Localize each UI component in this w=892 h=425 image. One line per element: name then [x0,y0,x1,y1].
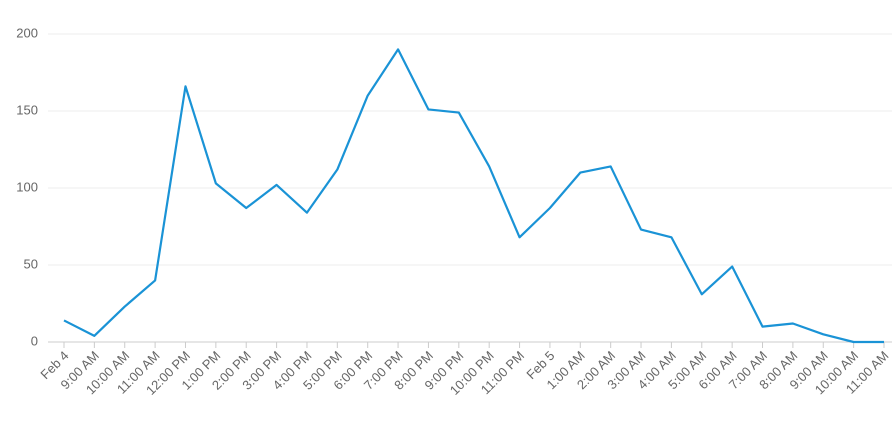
y-tick-label: 150 [16,102,38,117]
y-tick-label: 100 [16,179,38,194]
series-line [63,48,884,344]
y-tick-label: 50 [24,256,38,271]
y-tick-label: 0 [31,333,38,348]
y-tick-label: 200 [16,25,38,40]
